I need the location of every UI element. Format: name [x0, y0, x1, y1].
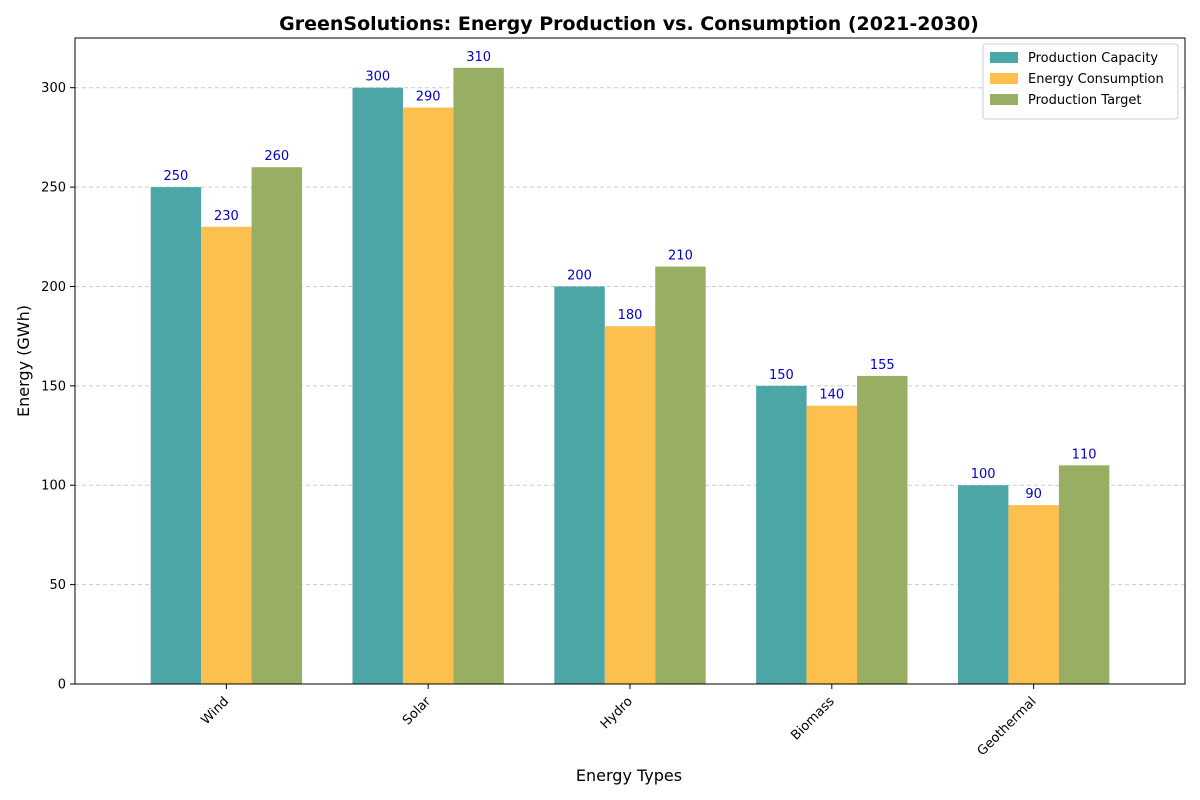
x-tick-label: Geothermal [975, 694, 1040, 759]
data-label: 100 [971, 467, 996, 482]
bar [1008, 505, 1059, 684]
bar [201, 226, 252, 685]
data-label: 310 [466, 50, 491, 65]
chart-title: GreenSolutions: Energy Production vs. Co… [279, 13, 979, 35]
data-label: 230 [214, 209, 239, 224]
data-label: 150 [769, 368, 794, 383]
data-label: 140 [819, 388, 844, 403]
data-label: 180 [618, 308, 643, 323]
data-label: 155 [870, 358, 895, 373]
bar [806, 405, 858, 684]
data-label: 200 [567, 268, 592, 283]
data-label: 110 [1072, 447, 1097, 462]
legend-label: Production Capacity [1028, 51, 1158, 66]
bar [655, 266, 706, 684]
bar [1058, 465, 1110, 684]
bars-group [150, 67, 1110, 685]
x-tick-label: Solar [400, 694, 434, 728]
data-label: 290 [416, 90, 441, 105]
data-label: 90 [1025, 487, 1042, 502]
y-tick-label: 0 [58, 678, 66, 693]
legend: Production Capacity Energy Consumption Pro… [982, 43, 1179, 120]
data-label: 300 [365, 70, 390, 85]
data-label: 260 [264, 149, 289, 164]
data-labels-group: 250 230 260 300 290 310 200 180 210 150 140 155 100 9… [163, 50, 1096, 502]
data-label: 250 [163, 169, 188, 184]
bar [453, 67, 504, 685]
legend-label: Energy Consumption [1028, 72, 1164, 87]
data-label: 210 [668, 249, 693, 264]
bar [402, 107, 454, 685]
y-tick-label: 150 [41, 379, 66, 394]
x-tick-label: Wind [198, 694, 232, 728]
legend-box [982, 43, 1179, 120]
bar [554, 286, 605, 684]
y-axis-label: Energy (GWh) [14, 305, 33, 417]
bar [857, 375, 908, 684]
bar [251, 167, 303, 684]
bar [150, 187, 202, 685]
y-tick-label: 100 [41, 479, 66, 494]
legend-swatch [990, 94, 1018, 105]
bar [604, 326, 656, 684]
y-tick-label: 50 [49, 578, 66, 593]
y-tick-label: 200 [41, 280, 66, 295]
legend-label: Production Target [1028, 93, 1142, 108]
x-tick-label: Hydro [598, 694, 636, 732]
y-axis: 0 50 100 150 200 250 300 [41, 81, 75, 693]
bar [756, 385, 807, 684]
bar [957, 485, 1009, 684]
legend-swatch [990, 52, 1018, 63]
bar [352, 87, 403, 684]
x-axis: Wind Solar Hydro Biomass Geothermal [198, 684, 1039, 759]
plot-frame [74, 37, 1186, 685]
x-tick-label: Biomass [788, 694, 837, 743]
x-axis-label: Energy Types [576, 766, 682, 785]
y-tick-label: 250 [41, 181, 66, 196]
legend-swatch [990, 73, 1018, 84]
y-tick-label: 300 [41, 81, 66, 96]
